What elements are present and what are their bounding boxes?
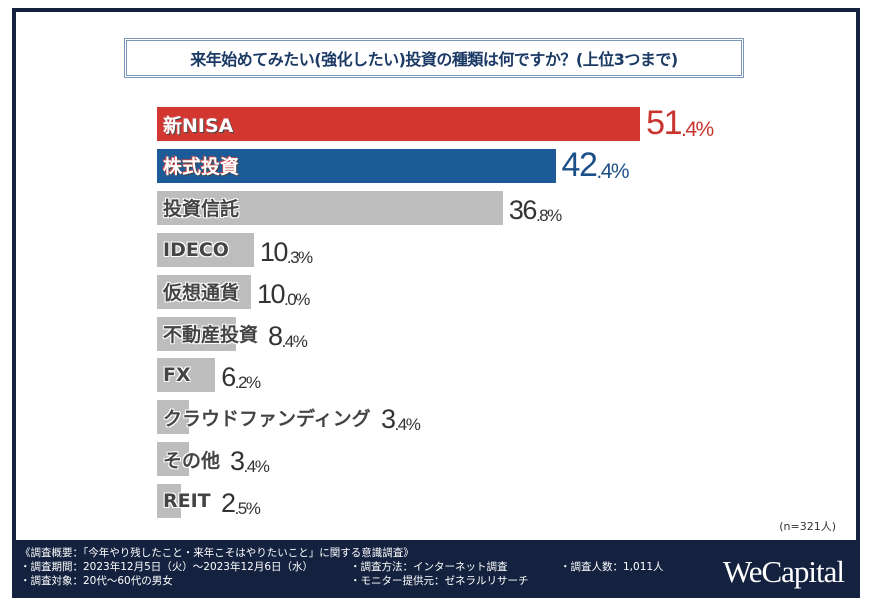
monitor-provider: ・モニター提供元：ゼネラルリサーチ: [350, 575, 529, 587]
bar-category-label: 株式投資: [163, 156, 240, 179]
bar-category-label: REIT: [163, 490, 211, 513]
bar-category-label: FX: [163, 364, 191, 387]
survey-summary: 《調査概要：「今年やり残したこと・来年こそはやりたいこと」に関する意識調査》: [20, 547, 414, 559]
bar: [157, 358, 216, 393]
bar: [157, 484, 181, 519]
bar-category-label: IDECO: [163, 238, 229, 261]
bar-value-label: 42.4%: [561, 145, 630, 184]
bar-value-label: 10.3%: [259, 236, 313, 267]
chart-title: 来年始めてみたい(強化したい)投資の種類は何ですか？(上位3つまで): [124, 38, 744, 78]
survey-method: ・調査方法：インターネット調査: [350, 561, 508, 573]
bar-category-label: その他: [163, 449, 221, 472]
bar: [157, 274, 251, 309]
bar: [157, 107, 641, 141]
bar-value-label: 2.5%: [221, 488, 261, 519]
bar-value-label: 3.4%: [381, 404, 421, 435]
wecapital-logo: WeCapital: [722, 554, 845, 589]
bar-value-label: 8.4%: [268, 320, 308, 351]
survey-respondents: ・調査人数：1,011人: [560, 561, 664, 573]
bar: [157, 442, 189, 477]
bar-category-label: クラウドファンディング: [163, 407, 371, 430]
bar-value-label: 51.4%: [646, 104, 714, 142]
bar-value-label: 3.4%: [230, 446, 270, 477]
infographic-frame: 来年始めてみたい(強化したい)投資の種類は何ですか？(上位3つまで) 新NISA…: [12, 8, 860, 598]
bar-category-label: 投資信託: [163, 198, 240, 221]
bar-category-label: 新NISA: [163, 114, 234, 137]
survey-period: ・調査期間：2023年12月5日（火）～2023年12月6日（水）: [20, 561, 314, 573]
bar: [157, 190, 503, 225]
bar: [157, 148, 556, 183]
bar: [157, 232, 254, 267]
bar-category-label: 仮想通貨: [163, 282, 240, 305]
bar: [157, 316, 236, 351]
bar-value-label: 6.2%: [221, 362, 261, 393]
sample-size-note: (n=321人): [779, 520, 836, 533]
bar-category-label: 不動産投資: [163, 324, 259, 346]
bar-value-label: 36.8%: [508, 194, 562, 225]
bar: [157, 400, 189, 435]
bar-value-label: 10.0%: [257, 278, 310, 309]
chart-panel: 来年始めてみたい(強化したい)投資の種類は何ですか？(上位3つまで) 新NISA…: [16, 12, 856, 540]
survey-target: ・調査対象：20代～60代の男女: [20, 575, 173, 587]
